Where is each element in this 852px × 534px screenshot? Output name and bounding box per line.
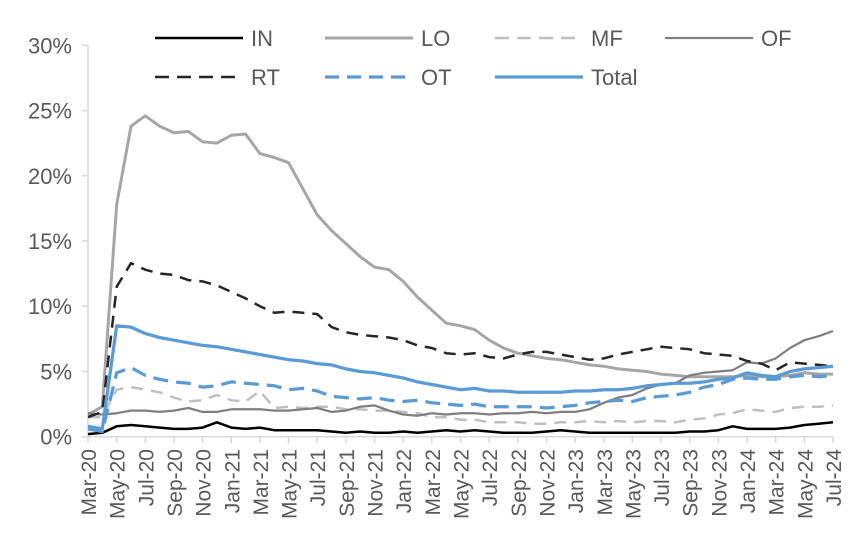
y-tick-label: 10% [28,294,72,319]
x-tick-label: Mar-23 [594,449,617,516]
series-line-rt [87,261,834,419]
legend-label: MF [591,26,623,51]
y-tick-label: 0% [40,425,72,450]
legend-item-lo[interactable]: LO [325,26,450,51]
series-line-total [87,324,834,431]
x-tick-label: Jan-24 [737,449,760,514]
x-tick-label: Sep-20 [164,449,187,517]
y-tick-label: 5% [40,359,72,384]
legend-label: Total [591,65,637,90]
x-tick-label: Jan-21 [221,449,244,513]
x-tick-label: May-20 [107,449,130,519]
x-tick-label: Nov-23 [708,449,731,517]
x-tick-label: Jul-24 [823,449,846,507]
legend-label: OF [761,26,792,51]
x-tick-label: Mar-24 [766,449,789,516]
x-tick-label: Mar-21 [250,449,273,516]
legend-item-total[interactable]: Total [495,65,637,90]
legend-item-mf[interactable]: MF [495,26,623,51]
x-tick-label: May-22 [451,449,474,519]
x-tick-label: May-24 [794,449,817,519]
series-line-ot [87,365,834,434]
x-tick-label: Sep-21 [336,449,359,517]
x-tick-label: Jan-22 [393,449,416,513]
y-tick-label: 15% [28,229,72,254]
series-line-lo [87,114,833,416]
x-tick-label: Sep-23 [680,449,703,517]
legend: IN LO MF OF RT OT Total [155,26,792,90]
x-tick-label: Nov-22 [536,449,559,517]
x-tick-label: Jul-20 [135,449,158,506]
series-line-of [87,329,834,417]
x-tick-label: Nov-21 [365,449,388,517]
x-tick-label: Jul-23 [651,449,674,506]
legend-label: LO [421,26,450,51]
x-tick-label: May-23 [622,449,645,519]
x-tick-label: Jan-23 [565,449,588,513]
legend-item-in[interactable]: IN [155,26,273,51]
legend-item-of[interactable]: OF [665,26,792,51]
series-line-in [87,421,834,436]
series-lines [87,114,834,436]
y-tick-label: 30% [28,33,72,58]
legend-item-rt[interactable]: RT [155,65,280,90]
y-tick-label: 25% [28,99,72,124]
legend-label: OT [421,65,452,90]
x-tick-label: Mar-22 [422,449,445,516]
legend-item-ot[interactable]: OT [325,65,452,90]
legend-label: RT [251,65,280,90]
x-tick-label: Sep-22 [508,449,531,517]
y-tick-label: 20% [28,164,72,189]
x-tick-label: May-21 [279,449,302,519]
x-tick-label: Mar-20 [78,449,101,516]
x-tick-label: Jul-22 [479,449,502,506]
series-line-mf [88,385,834,425]
axes: 0% 5% 10% 15% 20% 25% 30% Mar-20 May-20 Jul-20 Sep… [28,33,846,519]
x-tick-label: Jul-21 [307,449,330,506]
x-tick-label: Nov-20 [193,449,216,517]
legend-label: IN [251,26,273,51]
